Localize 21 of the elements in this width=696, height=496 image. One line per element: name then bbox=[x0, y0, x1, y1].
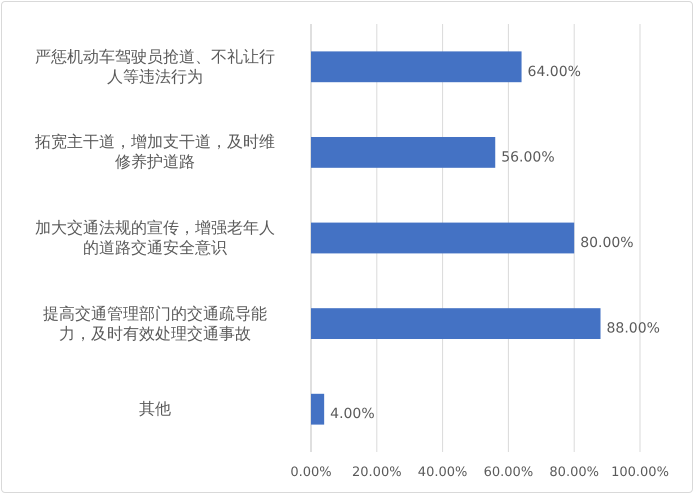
data-label: 64.00% bbox=[528, 64, 581, 80]
bar bbox=[311, 136, 496, 168]
x-tick-label: 100.00% bbox=[611, 465, 669, 480]
bar bbox=[311, 222, 574, 254]
y-tick-label: 加大交通法规的宣传，增强老年人的道路交通安全意识 bbox=[34, 218, 276, 258]
y-tick-label: 拓宽主干道，增加支干道，及时维修养护道路 bbox=[34, 132, 276, 172]
y-tick-label: 其他 bbox=[138, 399, 172, 420]
y-tick-label: 严惩机动车驾驶员抢道、不礼让行人等违法行为 bbox=[34, 46, 276, 87]
x-tick-label: 40.00% bbox=[418, 465, 468, 480]
y-tick-label: 提高交通管理部门的交通疏导能力，及时有效处理交通事故 bbox=[42, 304, 268, 344]
x-tick-label: 60.00% bbox=[484, 465, 534, 480]
x-tick-label: 0.00% bbox=[290, 465, 332, 480]
bar bbox=[311, 308, 601, 340]
bar bbox=[311, 51, 522, 82]
data-label: 56.00% bbox=[501, 149, 555, 166]
data-label: 80.00% bbox=[580, 235, 634, 251]
x-tick-label: 20.00% bbox=[352, 465, 402, 480]
x-tick-label: 80.00% bbox=[549, 465, 599, 480]
data-label: 88.00% bbox=[606, 320, 660, 337]
data-label: 4.00% bbox=[330, 406, 375, 422]
bar bbox=[311, 394, 324, 425]
